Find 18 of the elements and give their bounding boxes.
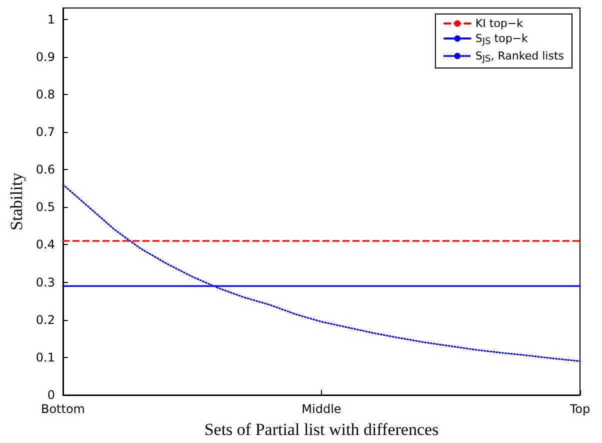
y-tick-label: 0.9 — [36, 50, 55, 64]
y-axis-title: Stability — [7, 172, 26, 230]
y-tick-label: 0.7 — [36, 124, 55, 139]
y-tick-label: 0.2 — [36, 312, 55, 327]
y-tick-label: 0.3 — [36, 275, 55, 290]
y-tick-label: 0.4 — [36, 238, 55, 252]
legend-label: KI top−k — [475, 17, 524, 30]
y-tick-label: 0.5 — [36, 200, 55, 214]
x-axis-title: Sets of Partial list with differences — [204, 420, 439, 439]
x-tick-label: Middle — [302, 402, 342, 416]
x-tick-label: Bottom — [40, 402, 85, 416]
y-tick-label: 1 — [47, 12, 55, 26]
y-tick-label: 0.6 — [36, 162, 55, 177]
y-tick-label: 0.1 — [36, 350, 55, 364]
line-series — [62, 184, 581, 362]
y-tick-label: 0 — [47, 388, 55, 402]
y-tick-label: 0.8 — [36, 87, 55, 102]
x-tick-label: Top — [568, 402, 590, 416]
